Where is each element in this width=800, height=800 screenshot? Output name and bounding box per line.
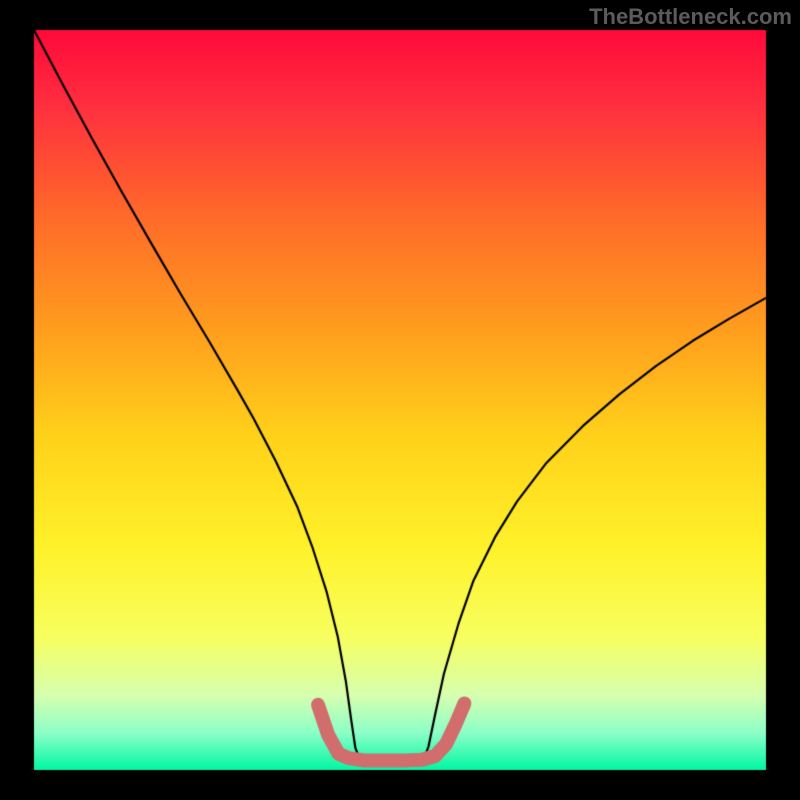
- chart-container: TheBottleneck.com: [0, 0, 800, 800]
- gradient-chart-canvas: [0, 0, 800, 800]
